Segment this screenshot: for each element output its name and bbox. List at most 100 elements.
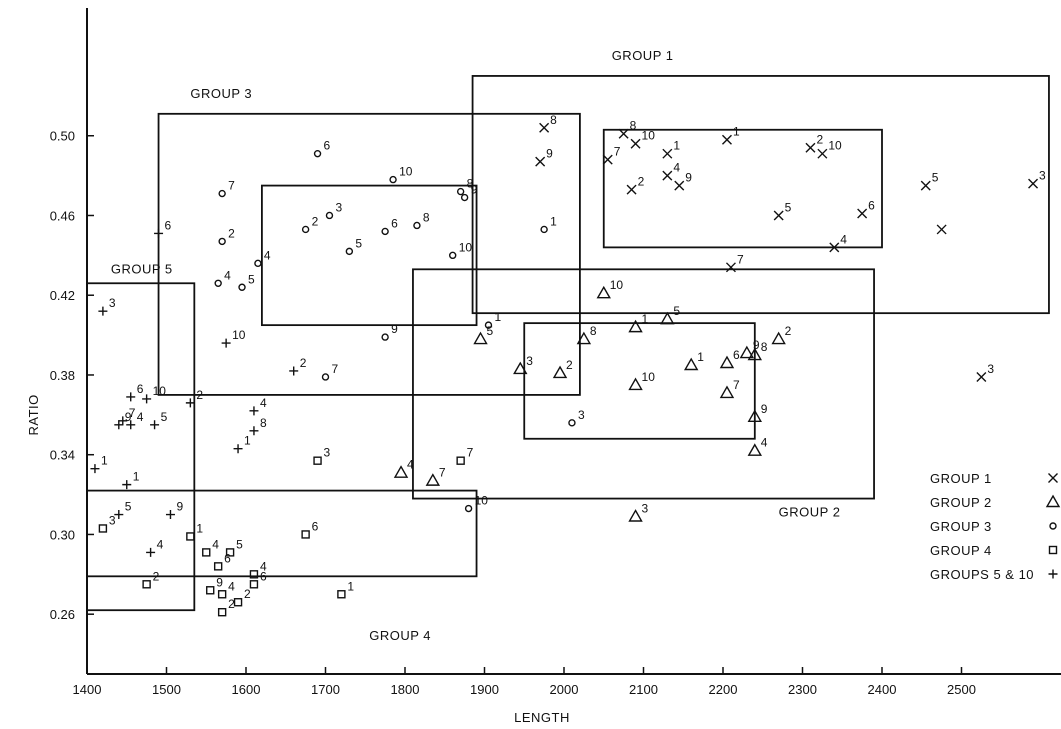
data-point-label: 1 [101, 454, 108, 468]
data-point-label: 9 [216, 575, 223, 589]
x-marker [936, 224, 947, 235]
x-marker [721, 134, 732, 145]
circle-marker [568, 419, 576, 427]
data-point-label: 2 [638, 175, 645, 189]
legend-entry-label: GROUP 4 [930, 543, 992, 558]
data-point: 10 [596, 278, 623, 299]
x-tick-label: 2300 [788, 682, 817, 697]
circle-marker [381, 333, 389, 341]
y-tick-label: 0.34 [50, 448, 75, 463]
group-region [86, 489, 478, 578]
circle-marker [301, 225, 310, 234]
group-region-label: GROUP 4 [369, 628, 431, 643]
data-point: 7 [602, 145, 621, 165]
data-point: 4 [249, 396, 267, 416]
data-point: 5 [660, 304, 680, 325]
data-point-label: 8 [260, 416, 267, 430]
triangle-marker [719, 385, 735, 399]
x-marker [630, 138, 641, 149]
circle-marker [345, 247, 354, 256]
data-point: 2 [301, 214, 319, 234]
triangle-marker [425, 473, 441, 486]
plus-marker [154, 228, 164, 238]
triangle-marker [660, 311, 675, 325]
data-point-label: 6 [312, 519, 319, 533]
data-point-label: 4 [260, 396, 267, 410]
data-point-label: 5 [487, 324, 494, 338]
square-marker [249, 580, 259, 589]
data-point-label: 10 [642, 370, 656, 384]
circle-marker [484, 321, 493, 329]
group-region [157, 112, 581, 396]
data-point-label: 8 [761, 340, 768, 354]
data-point: 1 [683, 350, 704, 371]
data-point: 4 [126, 410, 144, 430]
data-point: 8 [249, 416, 267, 436]
plus-marker [289, 366, 299, 376]
circle-marker [413, 221, 421, 230]
data-point: 8 [456, 177, 474, 196]
data-point: 6 [381, 216, 398, 236]
plus-marker [249, 426, 259, 436]
x-tick-label: 1400 [73, 682, 102, 697]
y-tick-label: 0.42 [50, 288, 75, 303]
data-point: 4 [146, 537, 164, 557]
square-marker [249, 570, 259, 579]
data-point-label: 1 [196, 521, 203, 535]
data-point: 10 [817, 139, 842, 159]
square-marker [217, 590, 227, 599]
square-marker [213, 562, 223, 571]
data-point: 9 [739, 338, 760, 359]
x-tick-label: 1500 [152, 682, 181, 697]
data-point: 2 [218, 226, 235, 246]
data-point: 5 [238, 272, 255, 291]
data-point: 10 [221, 328, 246, 348]
data-point: 1 [540, 214, 557, 234]
x-tick-label: 2400 [868, 682, 897, 697]
data-point-label: 4 [224, 268, 231, 282]
data-point-label: 2 [153, 569, 160, 583]
data-point: 3 [98, 296, 116, 316]
plus-marker [165, 510, 175, 520]
x-marker [662, 148, 673, 159]
circle-marker [456, 187, 465, 196]
data-point: 3 [628, 502, 649, 522]
data-point-label: 10 [475, 494, 489, 508]
data-point [936, 224, 947, 235]
legend: GROUP 1 GROUP 2 GROUP 3 GROUP 4 GROUPS 5 & 1… [930, 471, 1061, 582]
data-point: 1 [233, 434, 251, 454]
data-point: 9 [674, 171, 692, 191]
circle-marker [325, 211, 334, 220]
data-point-label: 6 [137, 382, 144, 396]
triangle-marker [552, 365, 568, 379]
data-point: 1 [122, 470, 140, 490]
group-region [471, 75, 1050, 315]
plus-marker [90, 464, 100, 474]
data-point: 6 [719, 348, 740, 369]
data-point-label: 6 [324, 139, 331, 153]
group-region-label: GROUP 5 [111, 261, 173, 276]
data-point-label: 3 [1039, 169, 1046, 183]
data-point-label: 4 [407, 458, 414, 472]
data-point-label: 3 [987, 362, 994, 376]
data-point-label: 10 [828, 139, 842, 153]
plus-marker [221, 338, 231, 348]
data-point-label: 5 [932, 171, 939, 185]
plus-marker [185, 398, 195, 408]
plus-marker [114, 510, 124, 520]
data-point: 8 [576, 324, 597, 345]
data-point: 2 [805, 133, 823, 153]
data-point: 7 [725, 252, 744, 273]
data-point-label: 9 [471, 183, 478, 197]
x-marker [626, 184, 637, 195]
square-marker [456, 456, 465, 465]
data-point: 5 [345, 236, 362, 256]
triangle-marker [747, 443, 763, 456]
data-point: 4 [393, 458, 414, 478]
y-tick-label: 0.46 [50, 208, 75, 223]
plus-marker [98, 306, 108, 316]
data-point: 7 [321, 362, 339, 381]
data-point: 1 [337, 579, 354, 599]
x-marker [829, 242, 840, 253]
